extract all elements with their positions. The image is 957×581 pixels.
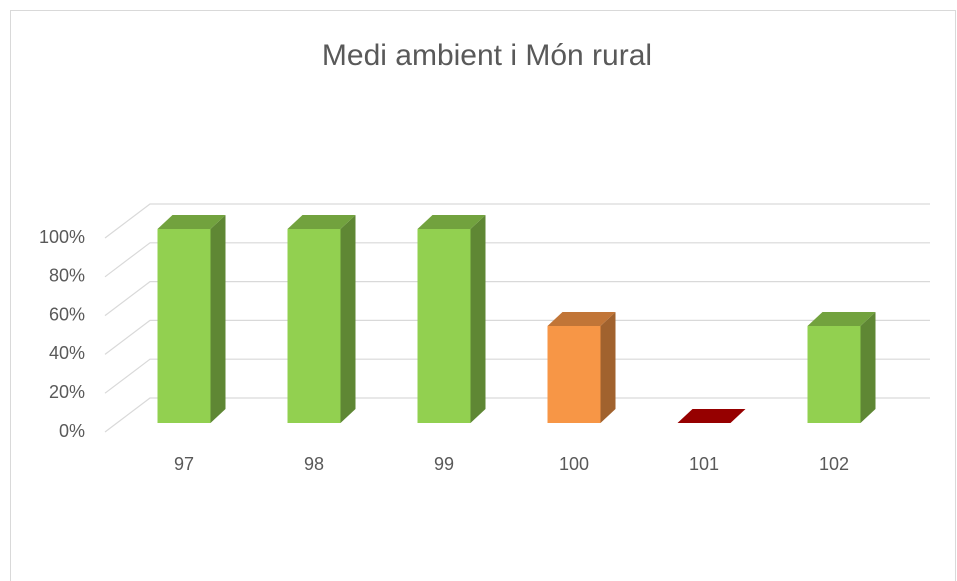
bar — [417, 215, 486, 423]
bar-side — [340, 215, 356, 423]
bar-top — [417, 215, 486, 229]
chart-title: Medi ambient i Món rural — [322, 39, 652, 72]
bar — [287, 215, 356, 423]
y-tick-label: 20% — [49, 382, 85, 402]
bar-side — [600, 312, 616, 423]
x-tick-label: 99 — [434, 454, 454, 474]
bar-face — [417, 229, 471, 423]
x-tick-label: 98 — [304, 454, 324, 474]
bar-face — [287, 229, 341, 423]
bar — [807, 312, 876, 423]
grid-line — [104, 358, 930, 394]
x-tick-label: 100 — [559, 454, 589, 474]
x-tick-label: 101 — [689, 454, 719, 474]
x-tick-label: 97 — [174, 454, 194, 474]
bar-side — [210, 215, 226, 423]
y-tick-label: 60% — [49, 304, 85, 324]
bar — [157, 215, 226, 423]
grid-line — [104, 397, 930, 433]
bar-face — [157, 229, 211, 423]
bar-side — [470, 215, 486, 423]
bar-top — [547, 312, 616, 326]
bar-top — [287, 215, 356, 229]
grid-line — [104, 281, 930, 317]
y-tick-label: 100% — [39, 227, 85, 247]
x-tick-label: 102 — [819, 454, 849, 474]
grid-line — [104, 319, 930, 355]
y-tick-label: 80% — [49, 266, 85, 286]
bar-top — [157, 215, 226, 229]
bar-top — [677, 409, 746, 423]
bar — [677, 409, 746, 423]
bar-face — [807, 326, 861, 423]
y-tick-label: 40% — [49, 343, 85, 363]
bar-top — [807, 312, 876, 326]
y-tick-label: 0% — [59, 421, 85, 441]
bar-side — [860, 312, 876, 423]
grid-line — [104, 203, 930, 239]
grid-line — [104, 242, 930, 278]
bar-face — [547, 326, 601, 423]
bar — [547, 312, 616, 423]
